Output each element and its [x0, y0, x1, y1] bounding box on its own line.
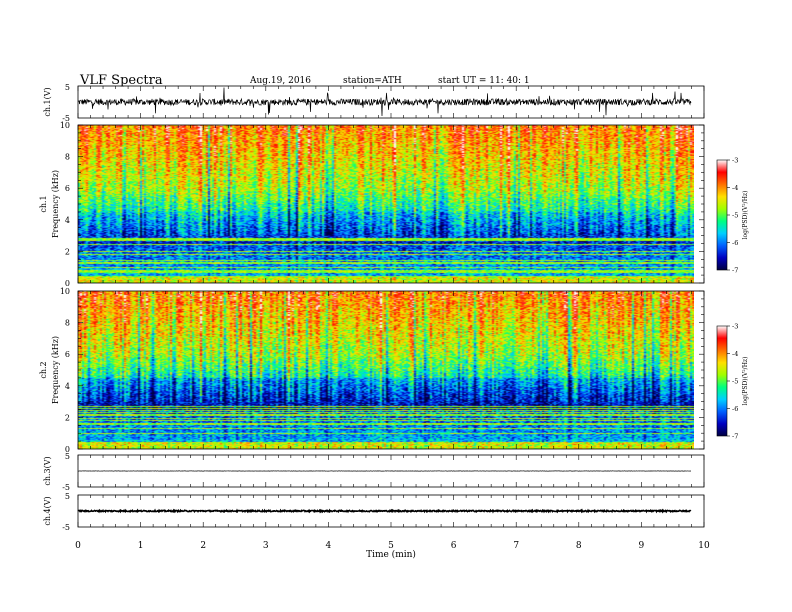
ch4-waveform-trace [77, 508, 692, 514]
colorbar-tick-label: -3 [732, 323, 738, 331]
colorbar-tick-label: -4 [732, 184, 738, 192]
colorbar-tick-label: -4 [732, 350, 738, 358]
ch1-colorbar-label: log(PSD)(V²/Hz) [742, 191, 749, 240]
ch1-waveform-xticks [77, 86, 705, 118]
ch3-waveform-panel: 5 -5 ch.3(V) [43, 452, 705, 492]
figure-title: VLF Spectra [79, 73, 163, 88]
time-axis-tick-label: 2 [200, 541, 206, 551]
ch4-waveform-xticks [77, 495, 705, 527]
colorbar-tick-label: -3 [732, 157, 738, 165]
ch2-colorbar-gradient [717, 326, 727, 436]
colorbar-tick-label: -5 [732, 378, 738, 386]
ch4-waveform-panel: 5 -5 ch.4(V) [43, 492, 705, 532]
frequency-tick-label: 0 [65, 279, 70, 288]
ch1-frequency-ticks: 0 2 4 6 8 10 [60, 121, 704, 288]
frequency-tick-label: 10 [60, 121, 70, 130]
ch1-colorbar-ticks: -3 -4 -5 -6 -7 [727, 157, 738, 275]
ch1-colorbar-gradient [717, 160, 727, 270]
ch2-colorbar: -3 -4 -5 -6 -7 log(PSD)(V²/Hz) [716, 323, 749, 441]
time-axis-tick-label: 6 [451, 541, 457, 551]
ch1-colorbar: -3 -4 -5 -6 -7 log(PSD)(V²/Hz) [716, 157, 749, 275]
start-time-label: start UT = 11: 40: 1 [438, 76, 530, 86]
colorbar-tick-label: -6 [732, 405, 738, 413]
ch1-waveform-trace [77, 87, 692, 116]
ch1-spectrogram-ylabel-frequency: Frequency (kHz) [51, 170, 60, 238]
time-axis-tick-labels: 0 1 2 3 4 5 6 7 8 9 10 [75, 541, 710, 551]
frequency-tick-label: 6 [65, 184, 70, 193]
frequency-tick-label: 4 [65, 382, 70, 391]
ch1-ytick-bottom: -5 [62, 114, 70, 123]
ch2-spectrogram-panel: 0 2 4 6 8 10 ch.2 Frequency (kHz) -3 -4 -5 -6 -7 … [39, 287, 749, 454]
frequency-tick-label: 8 [65, 153, 70, 162]
time-axis-tick-label: 0 [75, 541, 81, 551]
frequency-tick-label: 6 [65, 350, 70, 359]
ch2-colorbar-ticks: -3 -4 -5 -6 -7 [727, 323, 738, 441]
ch2-spectrogram-ylabel-channel: ch.2 [39, 361, 48, 378]
ch2-spectrogram-image [78, 291, 694, 449]
ch3-ytick-top: 5 [65, 452, 70, 461]
time-axis-tick-label: 7 [513, 541, 519, 551]
time-axis-tick-label: 1 [138, 541, 144, 551]
frequency-tick-label: 10 [60, 287, 70, 296]
ch1-spectrogram-ylabel-channel: ch.1 [39, 195, 48, 212]
ch1-waveform-panel: 5 -5 ch.1(V) [43, 83, 705, 123]
ch1-ytick-top: 5 [65, 83, 70, 92]
ch1-spectrogram-panel: 0 2 4 6 8 10 ch.1 Frequency (kHz) -3 -4 -5 -6 -7 … [39, 121, 749, 288]
ch1-spectrogram-image [78, 125, 694, 283]
ch4-ytick-bottom: -5 [62, 523, 70, 532]
ch4-waveform-ylabel: ch.4(V) [43, 496, 52, 525]
ch2-spectrogram-ylabel-frequency: Frequency (kHz) [51, 336, 60, 404]
ch3-waveform-ylabel: ch.3(V) [43, 456, 52, 485]
ch2-spectrogram-xticks [77, 291, 705, 449]
colorbar-tick-label: -6 [732, 239, 738, 247]
frequency-tick-label: 0 [65, 445, 70, 454]
colorbar-tick-label: -7 [732, 433, 738, 441]
time-axis-label: Time (min) [366, 549, 416, 560]
ch3-waveform-xticks [77, 455, 705, 487]
ch1-waveform-ylabel: ch.1(V) [43, 87, 52, 116]
time-axis-tick-label: 9 [639, 541, 645, 551]
time-axis-tick-label: 5 [388, 541, 394, 551]
frequency-tick-label: 8 [65, 319, 70, 328]
ch1-spectrogram-xticks [77, 125, 705, 283]
ch2-frequency-ticks: 0 2 4 6 8 10 [60, 287, 704, 454]
time-axis-tick-label: 3 [263, 541, 269, 551]
ch4-ytick-top: 5 [65, 492, 70, 501]
colorbar-tick-label: -5 [732, 212, 738, 220]
frequency-tick-label: 4 [65, 216, 70, 225]
frequency-tick-label: 2 [65, 413, 70, 422]
colorbar-tick-label: -7 [732, 267, 738, 275]
station-label: station=ATH [343, 76, 402, 86]
ch3-ytick-bottom: -5 [62, 483, 70, 492]
ch2-colorbar-label: log(PSD)(V²/Hz) [742, 357, 749, 406]
date-label: Aug.19, 2016 [249, 76, 311, 86]
time-axis-tick-label: 10 [698, 541, 710, 551]
time-axis-tick-label: 4 [326, 541, 332, 551]
time-axis-tick-label: 8 [576, 541, 582, 551]
frequency-tick-label: 2 [65, 247, 70, 256]
